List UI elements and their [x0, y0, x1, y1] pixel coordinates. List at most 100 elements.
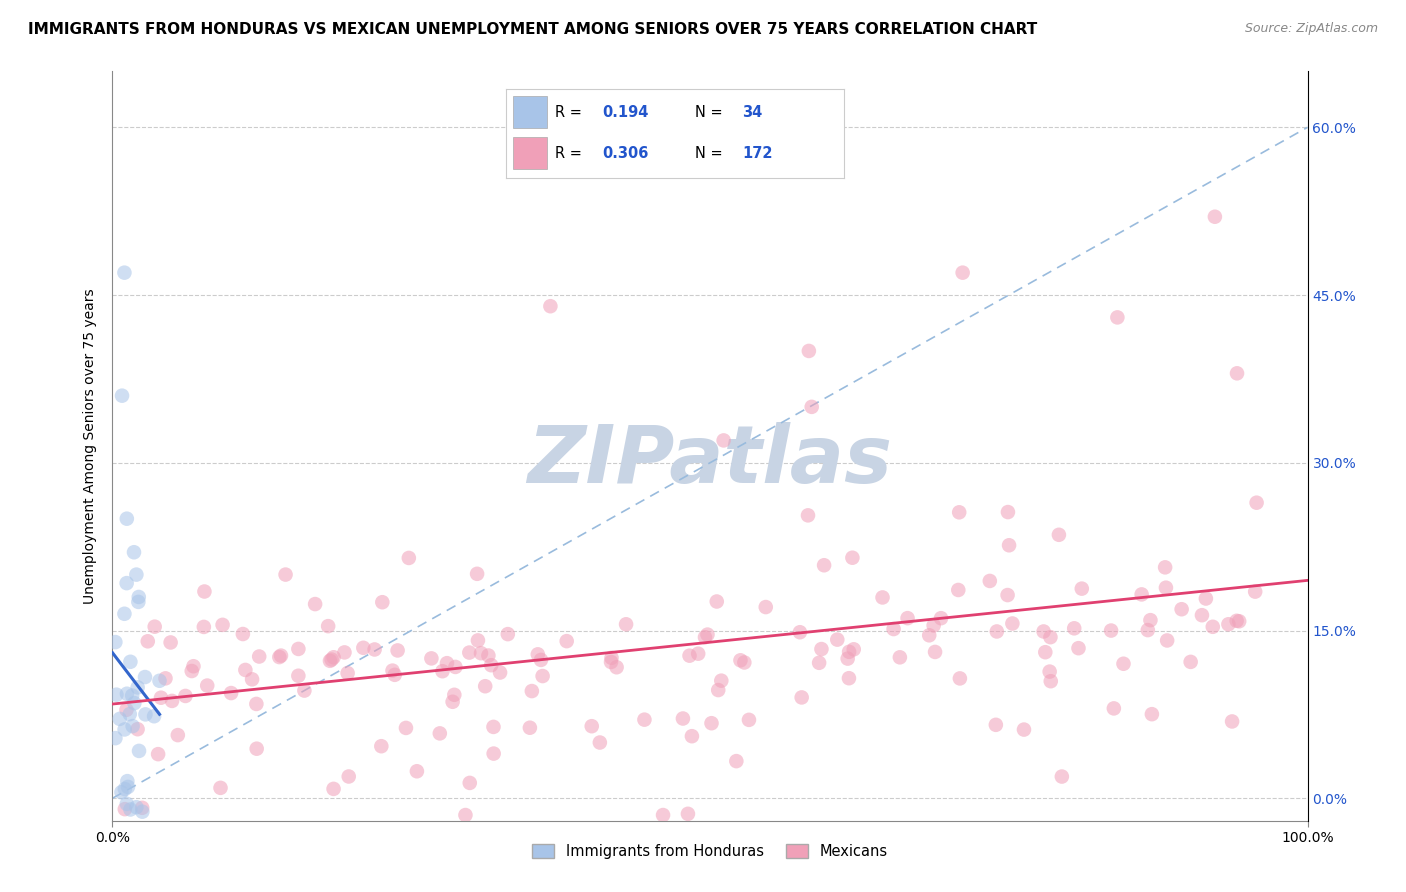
Point	[120, 655, 142, 669]
Point	[1204, 210, 1226, 224]
Point	[489, 665, 512, 680]
Point	[381, 664, 404, 678]
Point	[948, 505, 970, 519]
Point	[444, 660, 467, 674]
Point	[398, 551, 420, 566]
Point	[738, 713, 761, 727]
Point	[124, 696, 146, 710]
Point	[125, 800, 148, 814]
Point	[755, 600, 778, 615]
Point	[146, 747, 169, 761]
Point	[696, 627, 718, 641]
Point	[110, 785, 132, 799]
Point	[479, 658, 502, 673]
Point	[1112, 657, 1135, 671]
Point	[1047, 528, 1070, 542]
Point	[1226, 367, 1249, 381]
Point	[160, 694, 183, 708]
Point	[111, 389, 134, 403]
Point	[420, 651, 443, 665]
Point	[274, 567, 297, 582]
Point	[104, 635, 127, 649]
Point	[143, 620, 166, 634]
Point	[1170, 602, 1192, 616]
Y-axis label: Unemployment Among Seniors over 75 years: Unemployment Among Seniors over 75 years	[83, 288, 97, 604]
Point	[105, 688, 128, 702]
Point	[813, 558, 835, 573]
Point	[633, 713, 655, 727]
Point	[527, 648, 550, 662]
Point	[121, 719, 143, 733]
Point	[1001, 616, 1024, 631]
Point	[918, 628, 941, 642]
Point	[1063, 621, 1085, 635]
Point	[1156, 633, 1178, 648]
Point	[808, 656, 831, 670]
Point	[333, 645, 356, 659]
Point	[681, 729, 703, 743]
Point	[1130, 587, 1153, 601]
Point	[1191, 608, 1213, 623]
Point	[125, 567, 148, 582]
Point	[304, 597, 326, 611]
Text: R =: R =	[555, 105, 586, 120]
Point	[131, 805, 153, 819]
Point	[688, 647, 710, 661]
Text: N =: N =	[695, 146, 727, 161]
Point	[134, 707, 156, 722]
Point	[482, 747, 505, 761]
Point	[998, 538, 1021, 552]
Point	[443, 688, 465, 702]
Text: 0.306: 0.306	[602, 146, 648, 161]
Text: N =: N =	[695, 105, 727, 120]
Point	[322, 781, 344, 796]
Point	[114, 802, 136, 816]
Point	[790, 690, 813, 705]
Point	[115, 511, 138, 525]
Point	[1226, 614, 1249, 628]
Point	[531, 669, 554, 683]
Text: 0.194: 0.194	[602, 105, 648, 120]
Point	[432, 664, 454, 678]
Point	[292, 683, 315, 698]
Text: Source: ZipAtlas.com: Source: ZipAtlas.com	[1244, 22, 1378, 36]
Point	[1032, 624, 1054, 639]
Point	[929, 611, 952, 625]
Point	[600, 650, 623, 665]
Point	[1102, 701, 1125, 715]
Point	[1220, 714, 1243, 729]
Point	[136, 634, 159, 648]
Point	[924, 645, 946, 659]
Point	[872, 591, 894, 605]
Point	[838, 671, 860, 685]
Point	[713, 434, 735, 448]
Point	[128, 590, 150, 604]
Point	[115, 687, 138, 701]
Point	[652, 808, 675, 822]
Point	[195, 679, 218, 693]
Point	[810, 642, 832, 657]
Point	[700, 716, 723, 731]
Point	[183, 659, 205, 673]
Point	[148, 673, 170, 688]
Point	[371, 595, 394, 609]
Point	[395, 721, 418, 735]
Point	[725, 754, 748, 768]
Point	[706, 594, 728, 608]
Text: R =: R =	[555, 146, 586, 161]
Point	[1154, 581, 1177, 595]
Point	[538, 299, 561, 313]
Point	[211, 618, 233, 632]
Point	[997, 505, 1019, 519]
Point	[496, 627, 519, 641]
Point	[322, 650, 344, 665]
Bar	[513, 137, 547, 169]
Point	[118, 707, 141, 722]
Point	[143, 709, 166, 723]
Point	[1012, 723, 1035, 737]
Point	[114, 723, 136, 737]
Point	[458, 776, 481, 790]
Point	[115, 576, 138, 591]
Point	[1218, 617, 1240, 632]
Point	[387, 643, 409, 657]
